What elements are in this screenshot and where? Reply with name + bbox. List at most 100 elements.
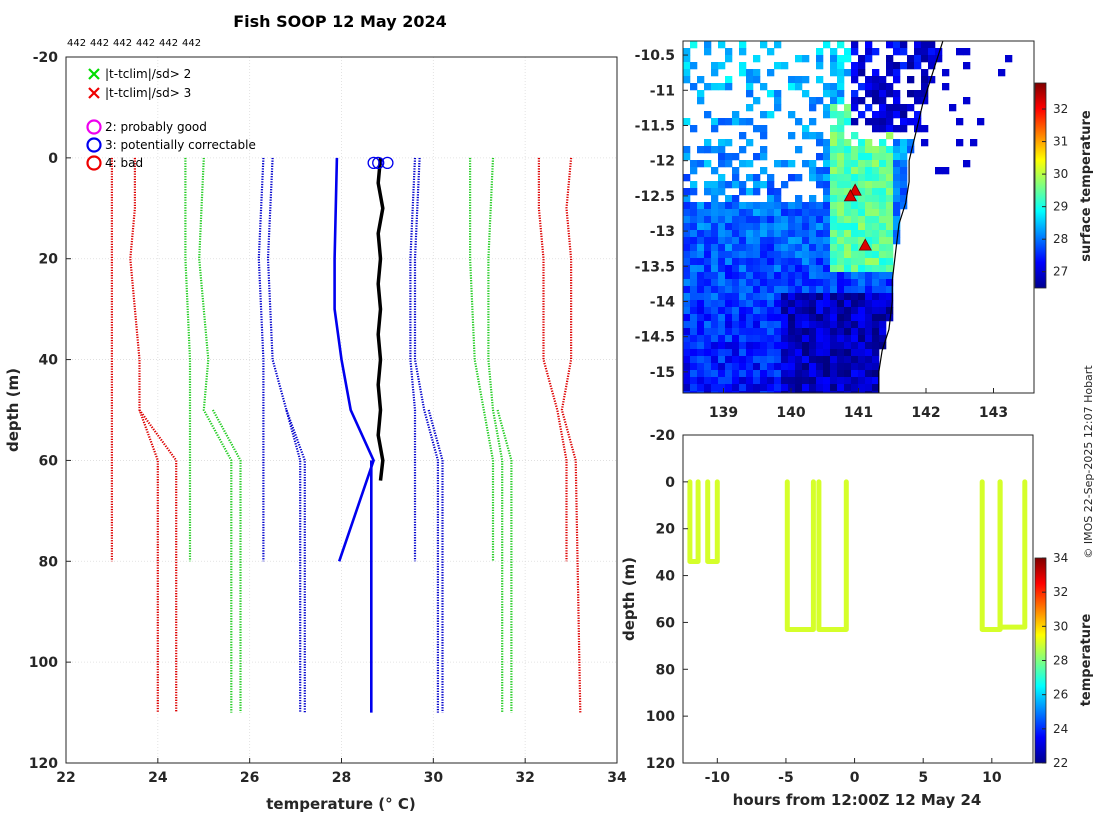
- sst-cell: [921, 139, 929, 147]
- sst-cell: [725, 265, 733, 273]
- sst-cell: [767, 230, 775, 238]
- sst-cell: [739, 216, 747, 224]
- sst-cell: [760, 223, 768, 231]
- sst-cell: [921, 125, 929, 133]
- sst-cell: [760, 349, 768, 357]
- sst-cell: [823, 321, 831, 329]
- sst-cell: [809, 258, 817, 266]
- sst-cell: [858, 202, 866, 210]
- sst-cell: [886, 125, 894, 133]
- sst-cell: [886, 265, 894, 273]
- sst-cell: [690, 258, 698, 266]
- sst-cell: [683, 55, 691, 63]
- sst-cell: [844, 174, 852, 182]
- sst-cell: [893, 69, 901, 77]
- sst-cell: [844, 104, 852, 112]
- sst-cell: [830, 62, 838, 70]
- sst-cell: [816, 286, 824, 294]
- sst-cell: [893, 76, 901, 84]
- map-colorbar-tick-label: 30: [1053, 167, 1068, 181]
- sst-cell: [718, 230, 726, 238]
- sst-cell: [886, 251, 894, 259]
- sst-cell: [809, 384, 817, 392]
- sst-cell: [774, 307, 782, 315]
- sst-cell: [753, 307, 761, 315]
- sst-cell: [718, 328, 726, 336]
- sst-cell: [746, 363, 754, 371]
- sst-cell: [739, 202, 747, 210]
- sst-cell: [697, 286, 705, 294]
- track-marker: [858, 238, 872, 251]
- sst-cell: [823, 230, 831, 238]
- sst-cell: [739, 237, 747, 245]
- sst-cell: [837, 160, 845, 168]
- sst-cell: [851, 244, 859, 252]
- sst-cell: [760, 83, 768, 91]
- sst-cell: [760, 300, 768, 308]
- sst-cell: [858, 384, 866, 392]
- sst-cell: [704, 202, 712, 210]
- sst-cell: [865, 307, 873, 315]
- sst-cell: [893, 125, 901, 133]
- map-y-tick-label: -13.5: [635, 259, 675, 275]
- sst-cell: [690, 314, 698, 322]
- sst-cell: [809, 118, 817, 126]
- sst-cell: [830, 202, 838, 210]
- sst-cell: [760, 167, 768, 175]
- sst-cell: [760, 216, 768, 224]
- sst-cell: [844, 188, 852, 196]
- map-y-tick-label: -15: [650, 365, 675, 381]
- sst-cell: [851, 104, 859, 112]
- sst-cell: [697, 307, 705, 315]
- sst-cell: [795, 83, 803, 91]
- sst-cell: [830, 258, 838, 266]
- sst-cell: [823, 216, 831, 224]
- sst-cell: [886, 279, 894, 287]
- sst-cell: [816, 76, 824, 84]
- sst-cell: [851, 69, 859, 77]
- map-panel: 139 140 141 142 143 -10.5 -11 -11.5 -12 -12.5 -13 -…: [635, 40, 1094, 421]
- sst-cell: [844, 314, 852, 322]
- sst-cell: [718, 335, 726, 343]
- sst-cell: [893, 202, 901, 210]
- sst-cell: [844, 321, 852, 329]
- time-y-tick-label: 100: [646, 709, 675, 725]
- sst-cell: [753, 363, 761, 371]
- sst-cell: [753, 335, 761, 343]
- sst-cell: [809, 216, 817, 224]
- sst-cell: [767, 363, 775, 371]
- sst-cell: [732, 391, 740, 393]
- sst-cell: [718, 272, 726, 280]
- sst-cell: [858, 209, 866, 217]
- sst-cell: [683, 223, 691, 231]
- sst-cell: [830, 188, 838, 196]
- sst-cell: [823, 286, 831, 294]
- sst-cell: [823, 279, 831, 287]
- sst-cell: [809, 391, 817, 393]
- sst-cell: [739, 279, 747, 287]
- legend-label: |t-tclim|/sd> 2: [105, 67, 191, 81]
- sst-cell: [774, 314, 782, 322]
- sst-cell: [746, 76, 754, 84]
- sst-cell: [774, 160, 782, 168]
- sst-cell: [837, 335, 845, 343]
- sst-cell: [802, 244, 810, 252]
- sst-cell: [844, 384, 852, 392]
- sst-cell: [718, 139, 726, 147]
- sst-cell: [795, 251, 803, 259]
- sst-cell: [914, 90, 922, 98]
- sst-cell: [872, 384, 880, 392]
- sst-cell: [746, 251, 754, 259]
- series-clim-high-1sd-c: [427, 409, 444, 713]
- sst-cell: [711, 195, 719, 203]
- coastline: [878, 41, 944, 393]
- sst-cell: [858, 286, 866, 294]
- sst-cell: [760, 125, 768, 133]
- sst-cell: [739, 335, 747, 343]
- sst-cell: [760, 335, 768, 343]
- sst-cell: [725, 272, 733, 280]
- sst-cell: [802, 384, 810, 392]
- sst-cell: [718, 314, 726, 322]
- sst-cell: [795, 244, 803, 252]
- time-depth-colorbar-label: temperature: [1079, 614, 1094, 707]
